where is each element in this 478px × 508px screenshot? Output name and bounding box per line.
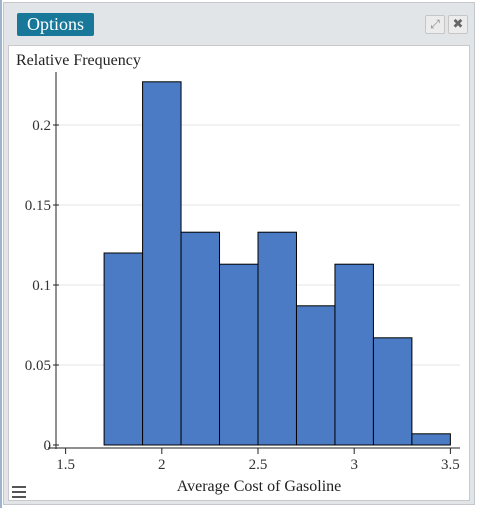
options-button[interactable]: Options <box>17 13 95 36</box>
left-border-strip <box>0 0 2 508</box>
histogram-bar <box>334 263 374 446</box>
x-tick-label: 1.5 <box>56 457 75 473</box>
histogram-bars <box>103 81 451 446</box>
y-tick-label: 0.2 <box>32 118 51 134</box>
close-icon[interactable]: ✖ <box>448 15 468 34</box>
histogram-bar <box>372 337 413 446</box>
expand-icon[interactable]: ⤢ <box>425 15 445 34</box>
histogram-bar <box>103 252 144 446</box>
window-controls: ⤢ ✖ <box>425 15 468 34</box>
x-tick-label: 3.5 <box>441 457 460 473</box>
histogram-bar <box>257 231 297 446</box>
y-tick-label: 0.1 <box>32 278 51 294</box>
axes: 0 0.05 0.1 0.15 0.2 1.5 2 2.5 3 3.5 <box>25 72 460 473</box>
y-tick-label: 0 <box>44 438 52 454</box>
histogram-bar <box>142 81 182 446</box>
histogram-bar <box>219 263 259 446</box>
chart-panel: 0 0.05 0.1 0.15 0.2 1.5 2 2.5 3 3.5 Relative Freq… <box>8 45 470 501</box>
x-tick-label: 2 <box>158 457 166 473</box>
x-tick-label: 2.5 <box>249 457 268 473</box>
y-tick-label: 0.15 <box>25 198 51 214</box>
histogram-bar <box>180 231 221 446</box>
x-axis-label: Average Cost of Gasoline <box>177 478 342 495</box>
y-tick-label: 0.05 <box>25 358 51 374</box>
histogram-bar <box>411 433 451 446</box>
hamburger-menu-icon[interactable] <box>12 486 26 498</box>
histogram-bar <box>295 305 336 446</box>
histogram-chart: 0 0.05 0.1 0.15 0.2 1.5 2 2.5 3 3.5 Relative Freq… <box>16 52 460 495</box>
y-axis-label: Relative Frequency <box>16 52 141 69</box>
x-tick-label: 3 <box>350 457 358 473</box>
